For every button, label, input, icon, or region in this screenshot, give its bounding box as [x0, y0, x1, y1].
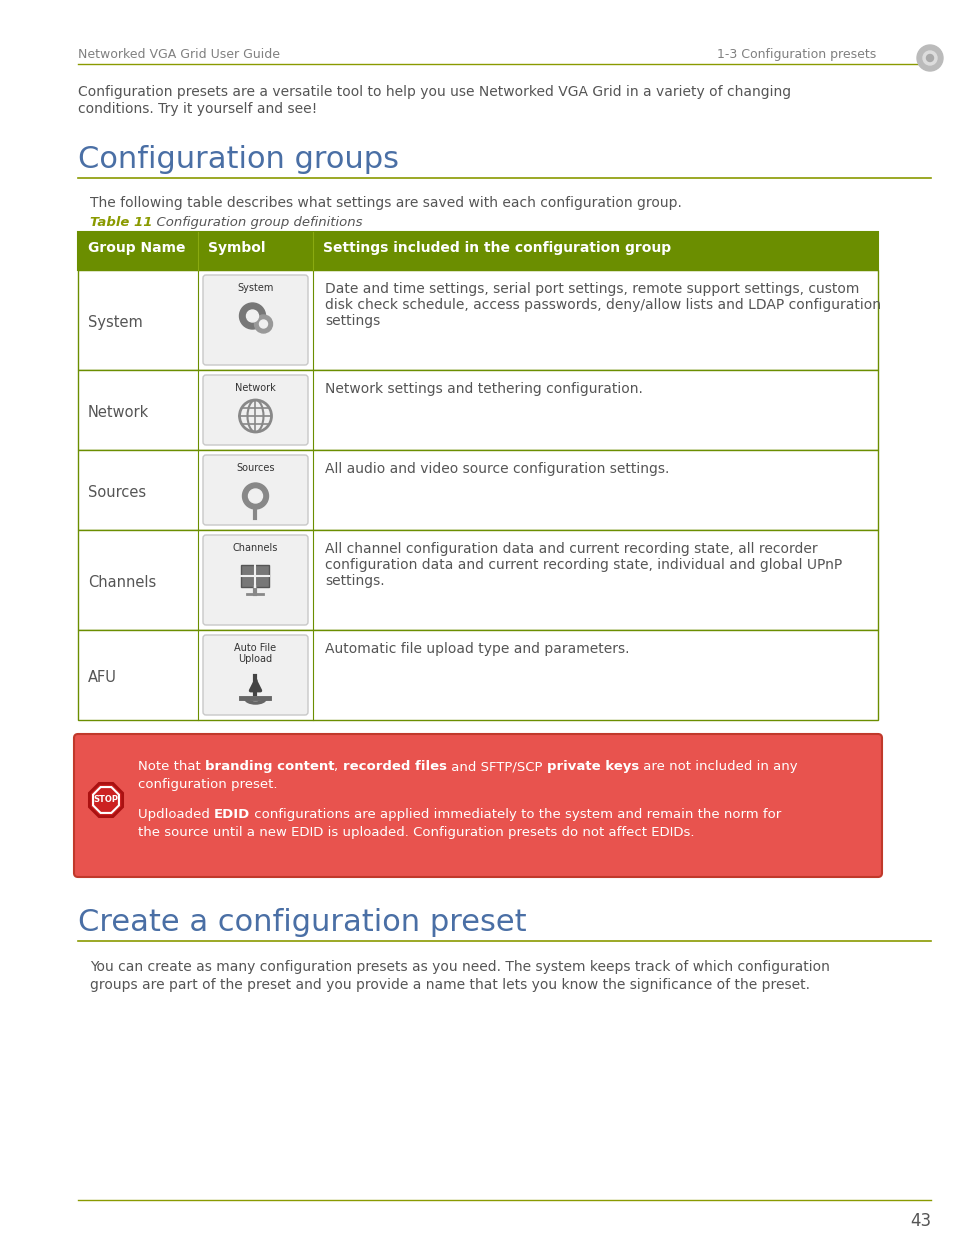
Text: Channels: Channels [233, 543, 278, 553]
Text: Configuration groups: Configuration groups [78, 144, 398, 174]
Text: branding content: branding content [205, 760, 335, 773]
FancyBboxPatch shape [203, 454, 308, 525]
Text: configuration data and current recording state, individual and global UPnP: configuration data and current recording… [325, 558, 841, 572]
Text: Network: Network [234, 383, 275, 393]
Circle shape [242, 483, 268, 509]
Text: Sources: Sources [236, 463, 274, 473]
Text: Configuration presets are a versatile tool to help you use Networked VGA Grid in: Configuration presets are a versatile to… [78, 85, 790, 99]
Text: groups are part of the preset and you provide a name that lets you know the sign: groups are part of the preset and you pr… [90, 978, 809, 992]
Text: Symbol: Symbol [208, 241, 265, 254]
Text: EDID: EDID [213, 808, 250, 821]
Text: Date and time settings, serial port settings, remote support settings, custom: Date and time settings, serial port sett… [325, 282, 859, 296]
FancyBboxPatch shape [203, 375, 308, 445]
Bar [78, 270, 877, 370]
Text: private keys: private keys [546, 760, 639, 773]
Text: All channel configuration data and current recording state, all recorder: All channel configuration data and curre… [325, 542, 817, 556]
Bar [241, 564, 269, 587]
Text: configurations are applied immediately to the system and remain the norm for: configurations are applied immediately t… [250, 808, 781, 821]
Text: Note that: Note that [138, 760, 205, 773]
Text: configuration preset.: configuration preset. [138, 778, 277, 790]
Polygon shape [90, 783, 123, 816]
Text: Updloaded: Updloaded [138, 808, 213, 821]
Text: Automatic file upload type and parameters.: Automatic file upload type and parameter… [325, 642, 629, 656]
Circle shape [923, 51, 936, 65]
Text: Settings included in the configuration group: Settings included in the configuration g… [323, 241, 670, 254]
Bar [78, 232, 877, 270]
Text: STOP: STOP [93, 795, 118, 804]
Text: Table 11: Table 11 [90, 216, 152, 228]
Text: You can create as many configuration presets as you need. The system keeps track: You can create as many configuration pre… [90, 960, 829, 974]
FancyBboxPatch shape [203, 275, 308, 366]
Circle shape [916, 44, 942, 70]
Bar [78, 450, 877, 530]
Text: Auto File: Auto File [234, 643, 276, 653]
Text: the source until a new EDID is uploaded. Configuration presets do not affect EDI: the source until a new EDID is uploaded.… [138, 826, 694, 839]
Bar [78, 370, 877, 450]
Text: AFU: AFU [88, 671, 117, 685]
Text: Create a configuration preset: Create a configuration preset [78, 908, 526, 937]
Text: are not included in any: are not included in any [639, 760, 797, 773]
Text: System: System [88, 315, 143, 330]
Circle shape [925, 54, 933, 62]
Text: 1-3 Configuration presets: 1-3 Configuration presets [716, 48, 875, 61]
FancyBboxPatch shape [203, 635, 308, 715]
Text: All audio and video source configuration settings.: All audio and video source configuration… [325, 462, 669, 475]
Text: 43: 43 [909, 1212, 930, 1230]
Text: ,: , [335, 760, 342, 773]
Text: System: System [237, 283, 274, 293]
Text: and SFTP/SCP: and SFTP/SCP [446, 760, 546, 773]
FancyBboxPatch shape [203, 535, 308, 625]
Circle shape [248, 489, 262, 503]
FancyBboxPatch shape [74, 734, 882, 877]
Text: Networked VGA Grid User Guide: Networked VGA Grid User Guide [78, 48, 280, 61]
Text: Network settings and tethering configuration.: Network settings and tethering configura… [325, 382, 642, 396]
Text: conditions. Try it yourself and see!: conditions. Try it yourself and see! [78, 103, 317, 116]
Circle shape [259, 320, 267, 329]
Text: settings: settings [325, 314, 380, 329]
Text: Group Name: Group Name [88, 241, 185, 254]
Text: Configuration group definitions: Configuration group definitions [148, 216, 362, 228]
Circle shape [239, 303, 265, 329]
Text: Network: Network [88, 405, 149, 420]
Text: disk check schedule, access passwords, deny/allow lists and LDAP configuration: disk check schedule, access passwords, d… [325, 298, 880, 312]
Circle shape [254, 315, 273, 333]
Text: settings.: settings. [325, 574, 384, 588]
Bar [78, 530, 877, 630]
Text: Sources: Sources [88, 485, 146, 500]
Text: Upload: Upload [238, 655, 273, 664]
Text: recorded files: recorded files [342, 760, 446, 773]
Bar [78, 232, 877, 270]
Text: The following table describes what settings are saved with each configuration gr: The following table describes what setti… [90, 196, 681, 210]
Text: Channels: Channels [88, 576, 156, 590]
Circle shape [246, 310, 258, 322]
Bar [78, 630, 877, 720]
